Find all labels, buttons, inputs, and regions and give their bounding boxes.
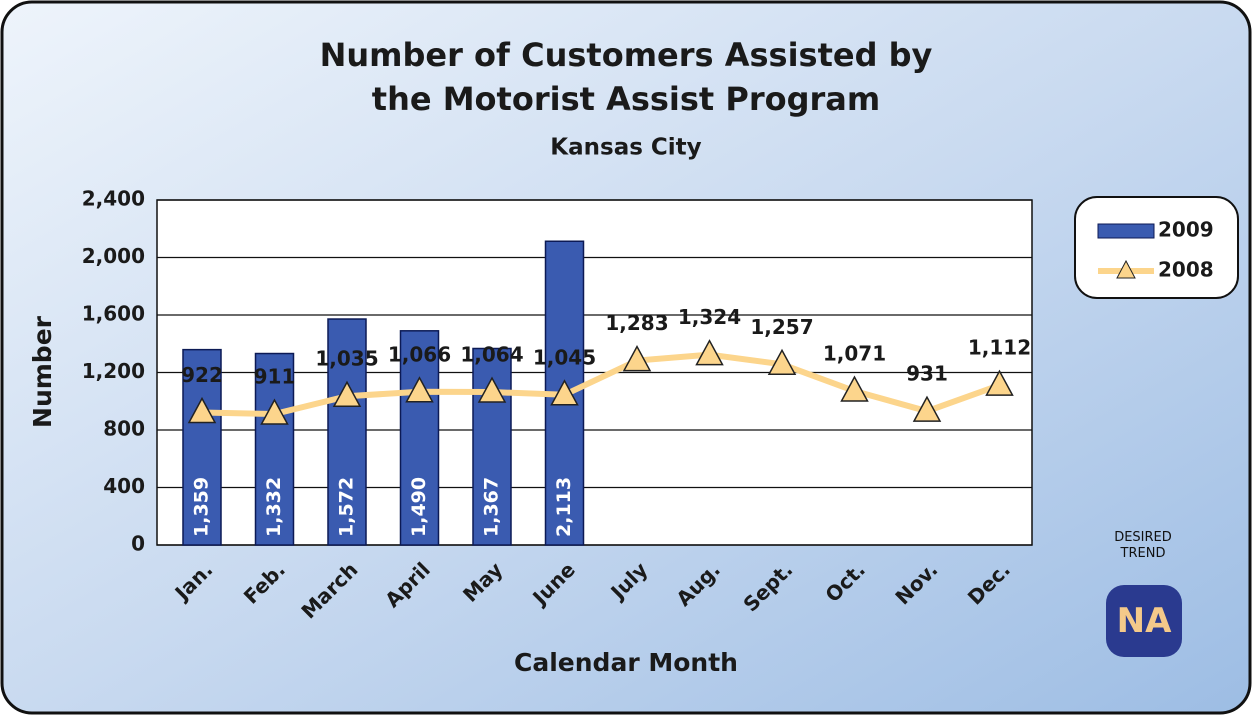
line-value-label: 922 [181,363,223,387]
y-tick-label: 0 [131,532,145,556]
x-axis-label: Calendar Month [514,648,738,677]
marker [332,380,362,407]
line [201,351,1001,418]
marker [550,379,579,406]
legend [1074,196,1239,299]
marker [767,348,797,376]
bar-value-label: 1,359 [191,477,213,537]
line-value-label: 1,257 [750,315,813,339]
desired-trend-badge: NA [1106,585,1182,657]
line-value-label: 1,035 [315,347,378,371]
y-tick-label: 2,000 [82,244,145,268]
legend-swatch [1097,223,1155,239]
bar-value-label: 1,367 [481,477,503,537]
marker [187,396,217,424]
bar-value-label: 1,572 [336,477,358,537]
line-value-label: 1,324 [678,305,741,329]
line-value-label: 1,283 [605,311,668,335]
bar [182,348,222,546]
legend-label: 2008 [1158,258,1214,282]
line-value-label: 1,045 [533,345,596,369]
chart-title: Number of Customers Assisted by [320,36,933,74]
bar-value-label: 1,332 [263,477,285,537]
y-tick-label: 1,200 [82,359,145,383]
legend-label: 2009 [1158,218,1214,242]
line-value-label: 911 [254,365,296,389]
y-tick-label: 2,400 [82,187,145,211]
line-value-label: 1,112 [968,336,1031,360]
line-value-label: 1,064 [460,343,523,367]
marker [622,344,652,372]
line-value-label: 1,071 [823,342,886,366]
desired-trend-label: DESIRED TREND [1114,530,1172,561]
bar [254,352,295,546]
bar [399,330,440,546]
chart-title: the Motorist Assist Program [372,80,880,118]
y-tick-label: 1,600 [82,302,145,326]
bar-value-label: 2,113 [553,477,575,537]
bar [327,318,367,546]
legend-swatch [1116,259,1136,279]
chart-subtitle: Kansas City [550,135,701,161]
marker [405,376,434,403]
y-axis-label: Number [28,315,57,428]
bar-value-label: 1,490 [408,477,430,537]
marker [477,376,507,403]
y-tick-label: 400 [103,474,145,498]
line-value-label: 1,066 [388,342,451,366]
marker [695,339,724,366]
marker [840,375,869,402]
y-tick-label: 800 [103,417,145,441]
line-value-label: 931 [906,362,948,386]
marker [260,398,289,425]
marker [985,369,1014,396]
marker [912,395,942,422]
